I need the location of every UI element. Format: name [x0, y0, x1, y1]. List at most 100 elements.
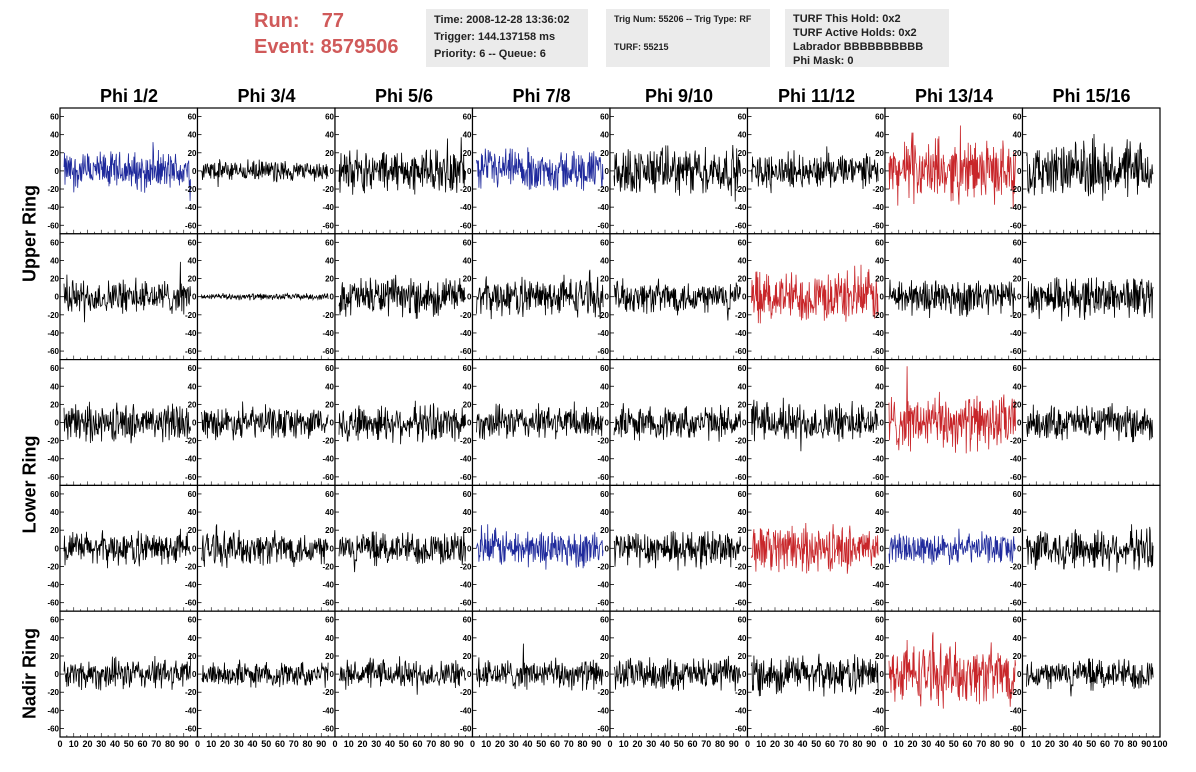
y-tick-label: -20 — [460, 688, 472, 697]
x-tick-label: 10 — [756, 739, 766, 749]
turf-hold-text: TURF This Hold: 0x2 — [793, 13, 901, 25]
x-tick-label: 70 — [151, 739, 161, 749]
waveform-trace — [613, 530, 741, 571]
y-tick-label: -20 — [185, 311, 197, 320]
y-tick-label: -60 — [735, 599, 747, 608]
y-tick-label: 40 — [188, 382, 197, 391]
x-tick-label: 60 — [412, 739, 422, 749]
y-tick-label: -40 — [185, 455, 197, 464]
y-tick-label: 0 — [605, 544, 610, 553]
y-tick-label: 60 — [738, 616, 747, 625]
y-tick-label: 40 — [1013, 382, 1022, 391]
column-header: Phi 11/12 — [777, 86, 856, 106]
y-tick-label: 60 — [50, 616, 59, 625]
x-tick-label: 40 — [935, 739, 945, 749]
waveform-trace — [888, 279, 1016, 319]
y-tick-label: 40 — [188, 508, 197, 517]
waveform-trace — [63, 654, 191, 691]
x-tick-label: 40 — [247, 739, 257, 749]
y-tick-label: 60 — [738, 238, 747, 247]
y-tick-label: -60 — [322, 347, 334, 356]
y-tick-label: -20 — [872, 185, 884, 194]
x-tick-label: 40 — [797, 739, 807, 749]
y-tick-label: -60 — [735, 473, 747, 482]
y-tick-label: 20 — [50, 149, 59, 158]
y-tick-label: 60 — [875, 490, 884, 499]
y-tick-label: 20 — [738, 526, 747, 535]
waveform-trace — [338, 137, 466, 195]
time-info-box: Time: 2008-12-28 13:36:02 Trigger: 144.1… — [426, 9, 588, 67]
y-tick-label: 40 — [463, 634, 472, 643]
x-tick-label: 50 — [674, 739, 684, 749]
waveform-panel: -60 -40 -20 0 20 40 60 — [460, 359, 611, 487]
y-tick-label: 20 — [875, 149, 884, 158]
waveform-panel: -60 -40 -20 0 20 40 60 — [185, 359, 336, 487]
y-tick-label: -40 — [1010, 581, 1022, 590]
waveform-trace — [63, 261, 191, 323]
y-tick-label: 60 — [600, 616, 609, 625]
x-tick-label: 30 — [371, 739, 381, 749]
x-tick-label: 50 — [261, 739, 271, 749]
y-tick-label: -20 — [872, 688, 884, 697]
y-tick-label: -40 — [735, 455, 747, 464]
y-tick-label: -60 — [597, 347, 609, 356]
y-tick-label: -60 — [872, 347, 884, 356]
y-tick-label: 40 — [463, 256, 472, 265]
x-tick-label: 0 — [607, 739, 612, 749]
waveform-trace — [888, 632, 1016, 709]
y-tick-label: 40 — [50, 131, 59, 140]
waveform-trace — [613, 144, 741, 202]
y-tick-label: 20 — [738, 275, 747, 284]
y-tick-label: 60 — [600, 490, 609, 499]
y-tick-label: 60 — [875, 238, 884, 247]
y-tick-label: -20 — [47, 688, 59, 697]
y-tick-label: 40 — [600, 508, 609, 517]
y-tick-label: -40 — [47, 203, 59, 212]
y-tick-label: 60 — [463, 490, 472, 499]
y-tick-label: -20 — [185, 688, 197, 697]
y-tick-label: -40 — [322, 203, 334, 212]
y-tick-label: 60 — [50, 490, 59, 499]
y-tick-label: 20 — [463, 149, 472, 158]
x-tick-label: 40 — [1072, 739, 1082, 749]
y-tick-label: 60 — [1013, 238, 1022, 247]
y-tick-label: 20 — [600, 400, 609, 409]
y-tick-label: 20 — [325, 275, 334, 284]
waveform-panel: -60 -40 -20 0 20 40 60 — [47, 233, 199, 361]
y-tick-label: 20 — [600, 652, 609, 661]
y-tick-label: 40 — [738, 382, 747, 391]
y-tick-label: 40 — [600, 634, 609, 643]
x-tick-label: 0 — [882, 739, 887, 749]
waveform-panel: -60 -40 -20 0 20 40 60 — [185, 610, 336, 738]
y-tick-label: -60 — [597, 599, 609, 608]
y-tick-label: -40 — [872, 706, 884, 715]
y-tick-label: 40 — [325, 382, 334, 391]
x-tick-label: 20 — [357, 739, 367, 749]
y-tick-label: -20 — [872, 562, 884, 571]
phi-mask-text: Phi Mask: 0 — [793, 55, 854, 67]
y-tick-label: 40 — [600, 382, 609, 391]
x-tick-label: 10 — [481, 739, 491, 749]
y-tick-label: 20 — [463, 400, 472, 409]
y-tick-label: -60 — [872, 473, 884, 482]
y-tick-label: 40 — [875, 382, 884, 391]
waveform-panel: -60 -40 -20 0 20 40 60 — [872, 233, 1024, 361]
waveform-panel: -60 -40 -20 0 20 40 60 — [597, 610, 749, 738]
y-tick-label: 60 — [875, 113, 884, 122]
y-tick-label: 0 — [880, 293, 885, 302]
y-tick-label: -40 — [322, 706, 334, 715]
y-tick-label: -60 — [322, 221, 334, 230]
waveform-trace — [888, 125, 1016, 209]
x-tick-label: 0 — [195, 739, 200, 749]
y-tick-label: 20 — [600, 275, 609, 284]
x-tick-label: 20 — [907, 739, 917, 749]
x-tick-label: 40 — [660, 739, 670, 749]
y-tick-label: -40 — [185, 706, 197, 715]
x-tick-label: 0 — [745, 739, 750, 749]
y-tick-label: 40 — [1013, 256, 1022, 265]
y-tick-label: -60 — [47, 221, 59, 230]
x-tick-label: 50 — [536, 739, 546, 749]
waveform-trace — [1026, 133, 1154, 201]
priority-text: Priority: 6 -- Queue: 6 — [434, 48, 546, 60]
x-tick-label: 0 — [332, 739, 337, 749]
